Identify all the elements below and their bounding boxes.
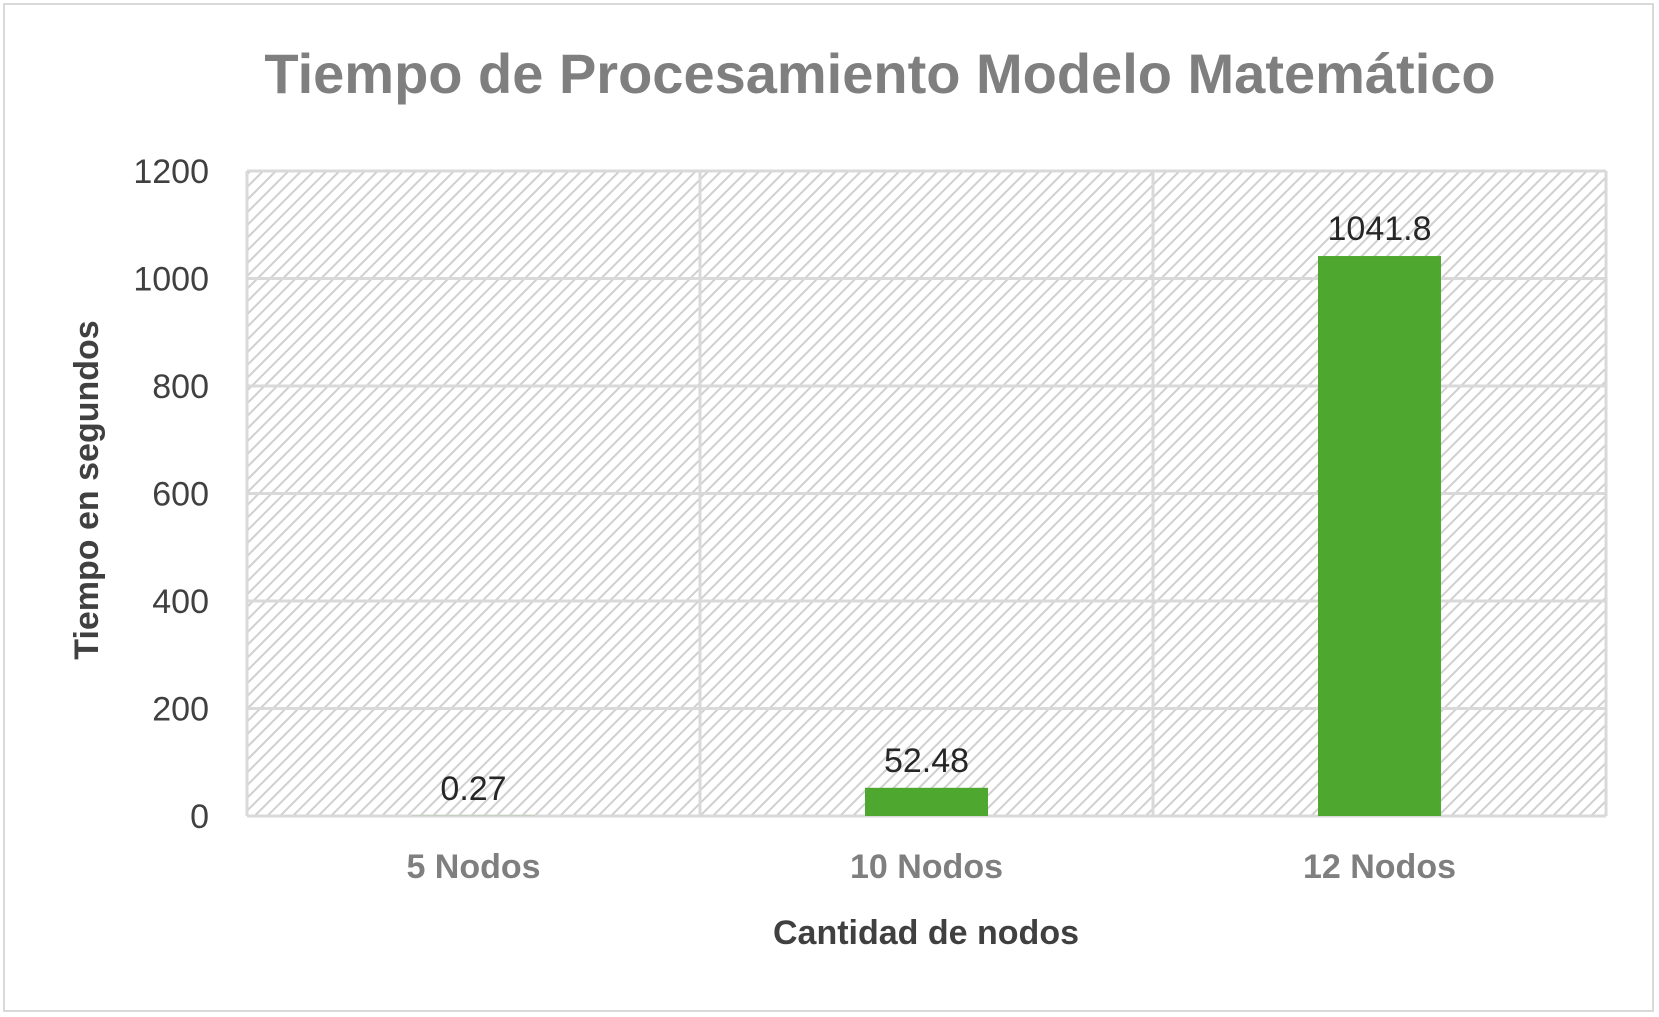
y-axis-ticks: 0 200 400 600 800 1000 1200 bbox=[133, 153, 209, 836]
x-axis-title: Cantidad de nodos bbox=[773, 914, 1079, 952]
x-category-label: 5 Nodos bbox=[406, 848, 540, 886]
x-category-label: 10 Nodos bbox=[850, 848, 1003, 886]
y-tick-label: 1000 bbox=[133, 261, 209, 299]
y-tick-label: 400 bbox=[152, 583, 209, 621]
y-tick-label: 200 bbox=[152, 691, 209, 729]
bar bbox=[865, 787, 988, 816]
y-tick-label: 1200 bbox=[133, 153, 209, 191]
chart-title: Tiempo de Procesamiento Modelo Matemátic… bbox=[264, 42, 1495, 105]
data-label: 0.27 bbox=[440, 770, 506, 808]
y-tick-label: 0 bbox=[190, 798, 209, 836]
data-label: 52.48 bbox=[884, 742, 969, 780]
x-axis-categories: 5 Nodos 10 Nodos 12 Nodos bbox=[406, 848, 1456, 886]
bars bbox=[412, 256, 1441, 817]
data-label: 1041.8 bbox=[1328, 210, 1432, 248]
x-category-label: 12 Nodos bbox=[1303, 848, 1456, 886]
data-labels: 0.27 52.48 1041.8 bbox=[440, 210, 1431, 808]
y-tick-label: 600 bbox=[152, 476, 209, 514]
y-axis-title: Tiempo en segundos bbox=[68, 320, 106, 659]
y-tick-label: 800 bbox=[152, 368, 209, 406]
bar bbox=[1318, 256, 1441, 817]
